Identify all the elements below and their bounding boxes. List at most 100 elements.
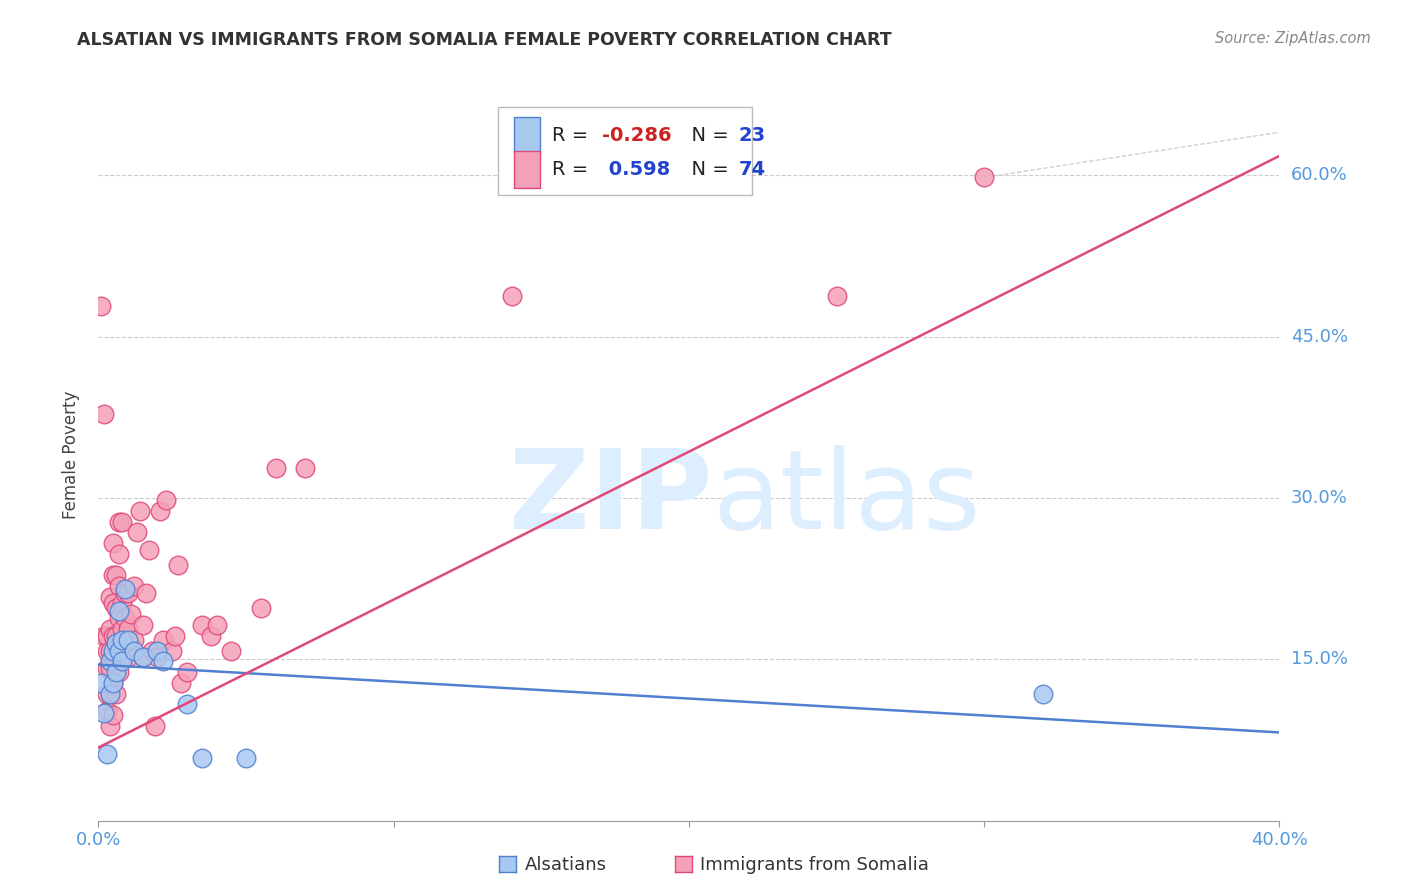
Point xyxy=(96,643,118,657)
Point xyxy=(114,643,136,657)
Point xyxy=(103,708,125,723)
Text: 23: 23 xyxy=(738,126,766,145)
Point xyxy=(93,407,115,421)
Point xyxy=(191,751,214,765)
Point xyxy=(170,676,193,690)
Point xyxy=(143,719,166,733)
Point xyxy=(98,661,121,675)
Point xyxy=(111,632,134,647)
Text: 74: 74 xyxy=(738,161,766,179)
Point xyxy=(98,687,121,701)
Point xyxy=(152,632,174,647)
Point xyxy=(294,460,316,475)
Point xyxy=(98,719,121,733)
Point xyxy=(146,643,169,657)
Point xyxy=(96,687,118,701)
Point xyxy=(191,618,214,632)
FancyBboxPatch shape xyxy=(515,117,540,153)
Point xyxy=(105,636,128,650)
FancyBboxPatch shape xyxy=(498,108,752,195)
Y-axis label: Female Poverty: Female Poverty xyxy=(62,391,80,519)
Point xyxy=(98,655,121,669)
Point xyxy=(96,661,118,675)
Point xyxy=(108,579,131,593)
Point xyxy=(103,629,125,643)
Point xyxy=(111,515,134,529)
Point xyxy=(111,622,134,636)
Point xyxy=(117,585,139,599)
Point xyxy=(111,596,134,610)
Text: ZIP: ZIP xyxy=(509,445,713,552)
Point xyxy=(114,582,136,597)
Point xyxy=(141,643,163,657)
Point xyxy=(108,643,131,657)
Point xyxy=(165,629,187,643)
Point xyxy=(105,629,128,643)
Point xyxy=(98,687,121,701)
Text: Immigrants from Somalia: Immigrants from Somalia xyxy=(700,856,929,874)
Point xyxy=(205,618,228,632)
Point xyxy=(125,525,148,540)
Point xyxy=(103,568,125,582)
Point xyxy=(103,596,125,610)
Text: ALSATIAN VS IMMIGRANTS FROM SOMALIA FEMALE POVERTY CORRELATION CHART: ALSATIAN VS IMMIGRANTS FROM SOMALIA FEMA… xyxy=(77,31,891,49)
Point xyxy=(103,650,125,665)
Point xyxy=(132,618,155,632)
Point xyxy=(117,632,139,647)
Point xyxy=(111,650,134,665)
Point xyxy=(90,676,112,690)
Point xyxy=(96,747,118,761)
Point xyxy=(103,676,125,690)
Point xyxy=(235,751,257,765)
Text: Alsatians: Alsatians xyxy=(524,856,606,874)
Point xyxy=(111,655,134,669)
Point xyxy=(114,585,136,599)
Point xyxy=(114,611,136,625)
Text: N =: N = xyxy=(679,126,735,145)
Point xyxy=(501,289,523,303)
Point xyxy=(122,579,145,593)
Point xyxy=(98,622,121,636)
Text: -0.286: -0.286 xyxy=(602,126,671,145)
Point xyxy=(973,170,995,185)
Point xyxy=(200,629,222,643)
Text: 0.598: 0.598 xyxy=(602,161,669,179)
Point xyxy=(128,504,150,518)
Point xyxy=(90,300,112,314)
Text: 45.0%: 45.0% xyxy=(1291,327,1348,345)
Point xyxy=(152,655,174,669)
Point xyxy=(105,655,128,669)
Text: Source: ZipAtlas.com: Source: ZipAtlas.com xyxy=(1215,31,1371,46)
Point xyxy=(250,600,273,615)
Point xyxy=(108,604,131,618)
Point xyxy=(96,629,118,643)
Text: R =: R = xyxy=(553,161,595,179)
Point xyxy=(98,643,121,657)
Point xyxy=(132,650,155,665)
Point xyxy=(162,643,183,657)
Point xyxy=(103,643,125,657)
Point xyxy=(108,665,131,680)
Point xyxy=(825,289,848,303)
FancyBboxPatch shape xyxy=(515,152,540,188)
Point xyxy=(176,665,198,680)
Point xyxy=(221,643,243,657)
Point xyxy=(264,460,287,475)
Point xyxy=(105,600,128,615)
Point xyxy=(105,665,128,680)
Point xyxy=(96,704,118,718)
Text: N =: N = xyxy=(679,161,735,179)
Point xyxy=(149,504,172,518)
Point xyxy=(122,632,145,647)
Point xyxy=(108,515,131,529)
Text: R =: R = xyxy=(553,126,595,145)
Point xyxy=(155,493,177,508)
Point xyxy=(120,640,142,654)
Point xyxy=(117,650,139,665)
Point xyxy=(1032,687,1054,701)
Point xyxy=(122,643,145,657)
Point xyxy=(117,622,139,636)
Point xyxy=(138,542,160,557)
Point xyxy=(135,585,157,599)
Point xyxy=(167,558,190,572)
